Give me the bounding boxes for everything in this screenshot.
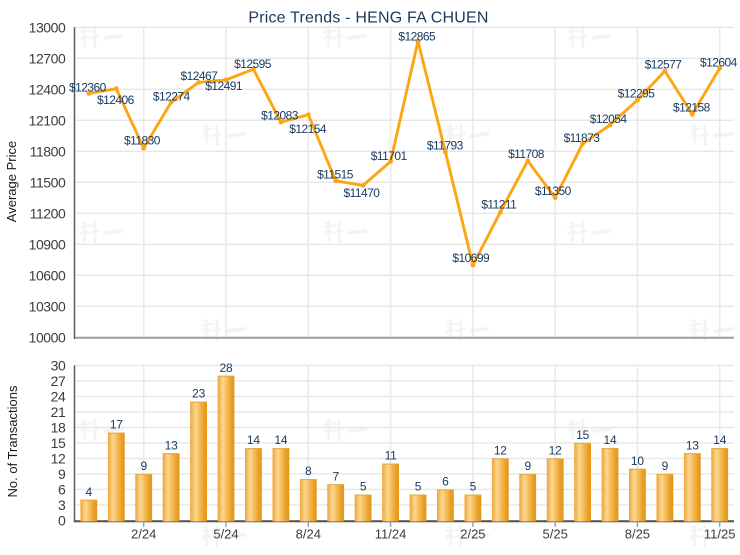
svg-text:$12491: $12491	[205, 79, 243, 93]
svg-text:11800: 11800	[30, 143, 66, 159]
svg-text:$12083: $12083	[261, 108, 299, 122]
svg-text:9: 9	[662, 459, 669, 473]
svg-text:No. of Transactions: No. of Transactions	[5, 385, 20, 497]
svg-text:14: 14	[274, 433, 287, 447]
svg-text:6: 6	[58, 481, 66, 497]
svg-text:28: 28	[220, 361, 233, 375]
svg-text:4: 4	[86, 485, 93, 499]
svg-text:$11350: $11350	[535, 184, 572, 198]
svg-text:8/25: 8/25	[625, 527, 650, 542]
svg-text:18: 18	[51, 419, 66, 435]
svg-text:14: 14	[713, 433, 726, 447]
svg-text:$12865: $12865	[398, 30, 436, 44]
svg-text:17: 17	[110, 418, 123, 432]
svg-text:5: 5	[470, 480, 477, 494]
svg-text:$12274: $12274	[153, 90, 191, 104]
svg-text:$11470: $11470	[343, 186, 380, 200]
svg-text:$11211: $11211	[481, 198, 517, 212]
svg-text:7: 7	[332, 469, 339, 483]
svg-text:$11701: $11701	[371, 149, 408, 163]
svg-text:12700: 12700	[29, 50, 66, 66]
svg-text:11500: 11500	[30, 174, 66, 190]
svg-text:$11830: $11830	[124, 134, 161, 148]
svg-text:12: 12	[494, 444, 507, 458]
svg-text:$12467: $12467	[181, 69, 219, 83]
svg-text:14: 14	[604, 433, 617, 447]
svg-text:10000: 10000	[29, 329, 66, 345]
svg-text:13: 13	[165, 438, 178, 452]
svg-text:$11873: $11873	[564, 131, 601, 145]
svg-text:12: 12	[549, 444, 562, 458]
svg-text:$11793: $11793	[427, 138, 464, 152]
svg-text:$11708: $11708	[508, 147, 545, 161]
svg-text:27: 27	[51, 373, 66, 389]
svg-text:10: 10	[631, 454, 644, 468]
svg-text:$12154: $12154	[289, 122, 327, 136]
svg-text:2/24: 2/24	[131, 527, 156, 542]
svg-text:13: 13	[686, 438, 699, 452]
svg-text:11/25: 11/25	[704, 527, 736, 542]
svg-text:2/25: 2/25	[460, 527, 485, 542]
svg-text:21: 21	[51, 404, 66, 420]
svg-text:9: 9	[58, 466, 66, 482]
svg-text:Average Price: Average Price	[4, 141, 19, 222]
svg-text:5/24: 5/24	[213, 527, 238, 542]
svg-text:$12577: $12577	[645, 58, 683, 72]
svg-text:10900: 10900	[29, 236, 66, 252]
svg-text:13000: 13000	[29, 19, 66, 35]
svg-text:10300: 10300	[29, 298, 66, 314]
svg-text:$12360: $12360	[69, 81, 107, 95]
svg-text:9: 9	[140, 459, 147, 473]
svg-text:11200: 11200	[30, 205, 66, 221]
svg-text:0: 0	[58, 512, 66, 528]
svg-text:$12595: $12595	[234, 57, 272, 71]
svg-text:9: 9	[524, 459, 531, 473]
svg-text:$11515: $11515	[317, 168, 354, 182]
svg-text:24: 24	[51, 388, 66, 404]
svg-text:$12158: $12158	[673, 100, 711, 114]
svg-text:$12604: $12604	[700, 55, 738, 69]
svg-text:12100: 12100	[29, 112, 66, 128]
svg-text:30: 30	[51, 357, 66, 373]
svg-text:6: 6	[442, 475, 449, 489]
svg-text:$12054: $12054	[590, 112, 628, 126]
svg-text:3: 3	[58, 497, 66, 513]
svg-text:5/25: 5/25	[543, 527, 568, 542]
svg-text:$12295: $12295	[618, 87, 656, 101]
svg-text:$10699: $10699	[452, 251, 490, 265]
svg-text:11/24: 11/24	[375, 527, 407, 542]
svg-text:14: 14	[247, 433, 260, 447]
svg-text:10600: 10600	[29, 267, 66, 283]
svg-text:12: 12	[51, 450, 66, 466]
svg-text:11: 11	[385, 449, 398, 463]
svg-text:Price Trends - HENG FA CHUEN: Price Trends - HENG FA CHUEN	[248, 10, 488, 27]
svg-text:5: 5	[415, 480, 422, 494]
svg-text:23: 23	[192, 387, 205, 401]
svg-text:15: 15	[51, 435, 66, 451]
svg-text:15: 15	[576, 428, 589, 442]
svg-text:8: 8	[305, 464, 312, 478]
svg-text:8/24: 8/24	[296, 527, 321, 542]
svg-text:12400: 12400	[29, 81, 66, 97]
svg-text:5: 5	[360, 480, 367, 494]
svg-text:$12406: $12406	[97, 93, 135, 107]
